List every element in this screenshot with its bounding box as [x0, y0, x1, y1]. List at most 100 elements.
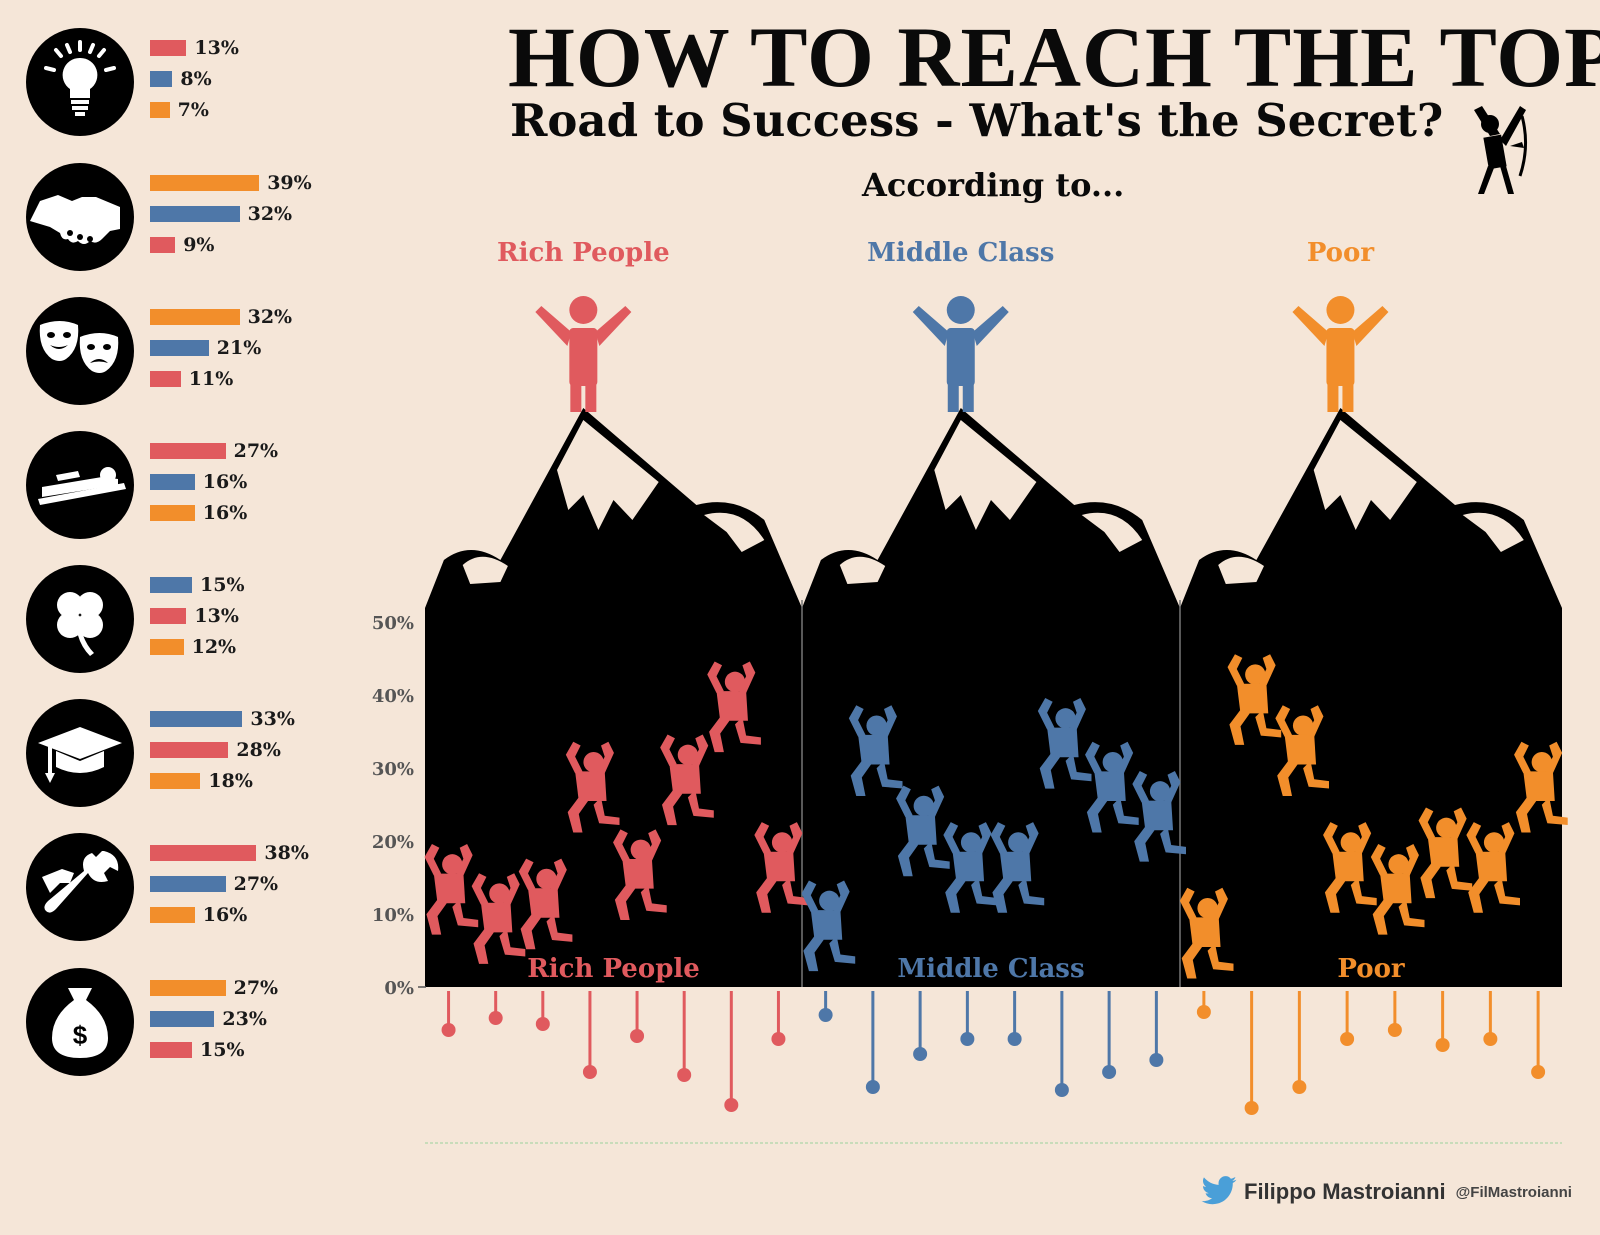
poor-bar — [150, 639, 184, 655]
poor-bar — [150, 102, 170, 118]
rich-bar — [150, 443, 226, 459]
rich-summit-figure — [535, 296, 632, 412]
rich-group-label: Rich People — [497, 238, 670, 268]
middle-base-label: Middle Class — [897, 954, 1084, 984]
y-tick-label: 50% — [372, 613, 414, 634]
mountain-snow — [839, 556, 886, 584]
middle-group-label: Middle Class — [867, 238, 1054, 268]
middle-lollipop-dot — [1102, 1065, 1117, 1079]
page-title: HOW TO REACH THE TOP — [508, 9, 1600, 105]
footer-credit: Filippo Mastroianni @FilMastroianni — [1200, 1176, 1572, 1208]
mountain-snow — [1081, 512, 1143, 552]
twitter-bird-icon — [1201, 1176, 1237, 1205]
bar-value-label: 16% — [202, 904, 248, 926]
lightbulb-icon — [26, 28, 134, 136]
middle-lollipop-dot — [865, 1080, 880, 1094]
bar-value-label: 18% — [208, 770, 253, 792]
bar-value-label: 11% — [188, 368, 234, 390]
sleeping-person-icon — [26, 431, 134, 539]
bar-value-label: 7% — [177, 99, 209, 121]
bar-value-label: 9% — [183, 234, 215, 256]
rich-lollipop-dot — [724, 1098, 739, 1112]
poor-summit-figure — [1292, 296, 1389, 412]
poor-lollipop-dot — [1531, 1065, 1546, 1079]
y-axis: 0% 10% 20% 30% 40% 50% — [372, 613, 426, 999]
y-tick-label: 0% — [384, 978, 414, 999]
y-tick-label: 30% — [372, 759, 414, 780]
rich-bar — [150, 742, 229, 758]
middle-bar — [150, 340, 209, 356]
rich-bar — [150, 237, 176, 253]
wrench-hand-icon — [26, 833, 134, 941]
middle-lollipop-dot — [1007, 1032, 1022, 1046]
svg-text:$: $ — [73, 1020, 88, 1050]
poor-group-label: Poor — [1307, 238, 1375, 268]
bar-value-label: 15% — [200, 574, 245, 596]
bar-value-label: 33% — [250, 708, 295, 730]
bar-value-label: 27% — [233, 440, 279, 462]
middle-bar — [150, 474, 195, 490]
bar-value-label: 27% — [233, 873, 279, 895]
poor-lollipop-dot — [1292, 1080, 1307, 1094]
rich-lollipop-dot — [441, 1023, 456, 1037]
graduation-cap-icon — [26, 699, 134, 807]
bar-value-label: 32% — [247, 306, 293, 328]
mountain-snow — [557, 420, 659, 530]
middle-bar — [150, 206, 240, 222]
bar-value-label: 12% — [191, 636, 237, 658]
bar-value-label: 38% — [264, 842, 309, 864]
rich-base-label: Rich People — [527, 954, 700, 984]
lollipop-markers — [425, 991, 1562, 1144]
handshake-icon — [26, 163, 134, 271]
according-to-label: According to... — [862, 166, 1125, 204]
mountain-snow — [934, 420, 1037, 530]
poor-lollipop-dot — [1196, 1005, 1211, 1019]
bar-value-label: 28% — [236, 739, 281, 761]
middle-bar — [150, 71, 173, 87]
rich-lollipop-dot — [771, 1032, 786, 1046]
middle-lollipop-dot — [960, 1032, 975, 1046]
middle-bar — [150, 876, 226, 892]
group-labels: Rich People Rich People Middle Class Middle… — [497, 238, 1405, 984]
y-tick-label: 40% — [372, 686, 414, 707]
y-tick-label: 10% — [372, 905, 414, 926]
rich-lollipop-dot — [535, 1017, 550, 1031]
mountains — [425, 408, 1562, 987]
middle-bar — [150, 1011, 215, 1027]
mountain-snow — [1462, 512, 1524, 552]
poor-lollipop-dot — [1483, 1032, 1498, 1046]
summit-figures — [535, 296, 1389, 412]
poor-lollipop-dot — [1387, 1023, 1402, 1037]
bar-value-label: 15% — [200, 1039, 245, 1061]
bar-value-label: 8% — [180, 68, 212, 90]
rich-lollipop-dot — [488, 1011, 503, 1025]
poor-base-label: Poor — [1337, 954, 1405, 984]
mountain-snow — [1313, 420, 1417, 530]
poor-bar — [150, 773, 201, 789]
poor-bar — [150, 907, 195, 923]
poor-lollipop-dot — [1435, 1038, 1450, 1052]
middle-lollipop-dot — [913, 1047, 928, 1061]
rich-bar — [150, 40, 187, 56]
mountain-rich — [425, 408, 802, 987]
bar-value-label: 23% — [222, 1008, 267, 1030]
rich-bar — [150, 845, 257, 861]
middle-lollipop-dot — [1054, 1083, 1069, 1097]
rich-bar — [150, 608, 187, 624]
rich-bar — [150, 371, 181, 387]
poor-bar — [150, 309, 240, 325]
page-subtitle: Road to Success - What's the Secret? — [510, 94, 1444, 147]
author-name: Filippo Mastroianni — [1244, 1179, 1446, 1204]
four-leaf-clover-icon — [26, 565, 134, 673]
middle-bar — [150, 711, 243, 727]
bar-value-label: 13% — [194, 37, 239, 59]
poor-bar — [150, 980, 226, 996]
bar-value-label: 32% — [247, 203, 293, 225]
mountain-middle — [802, 408, 1180, 987]
mountain-snow — [462, 556, 508, 584]
bar-value-label: 16% — [202, 502, 248, 524]
bar-value-label: 16% — [202, 471, 248, 493]
poor-bar — [150, 505, 195, 521]
author-handle: @FilMastroianni — [1455, 1183, 1572, 1201]
